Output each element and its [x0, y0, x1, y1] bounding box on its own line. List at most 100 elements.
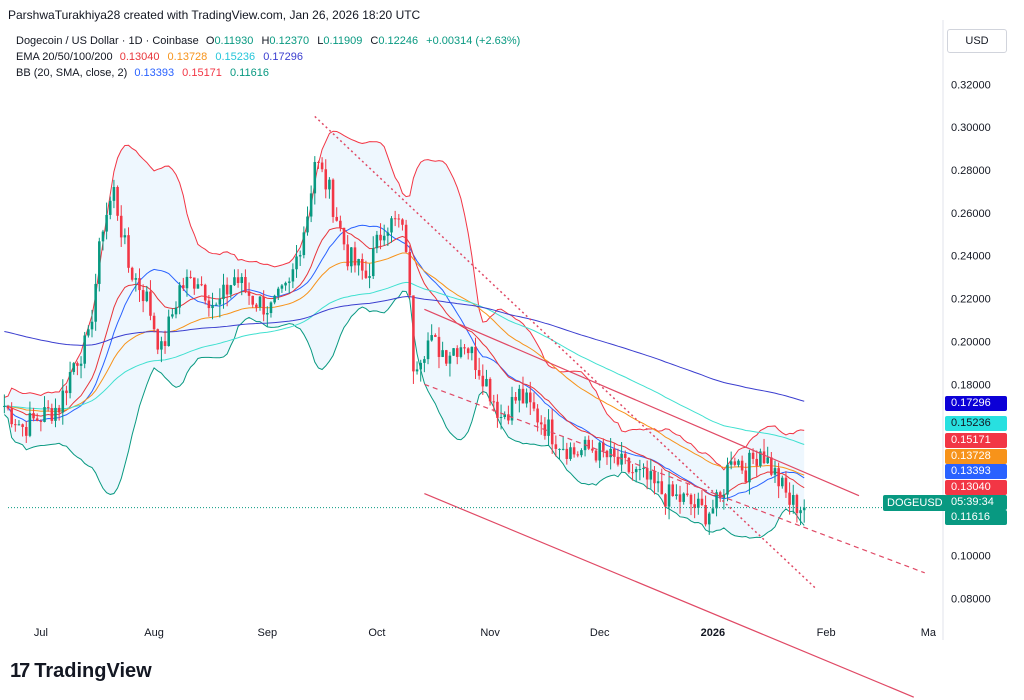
candle-body — [558, 448, 561, 450]
candle-body — [68, 372, 72, 394]
candle-body — [499, 416, 503, 418]
candle-body — [35, 418, 39, 421]
candle-body — [653, 471, 656, 484]
candle-body — [364, 270, 368, 278]
candle-body — [616, 456, 620, 465]
candle-body — [605, 450, 609, 458]
candle-body — [32, 413, 35, 419]
candle-body — [119, 215, 123, 238]
candle-body — [313, 162, 317, 194]
candle-body — [689, 494, 693, 505]
candle-body — [459, 347, 463, 357]
bb-lower-line — [3, 290, 805, 539]
candle-body — [762, 451, 766, 464]
currency-selector[interactable]: USD — [947, 29, 1007, 53]
candle-body — [28, 413, 32, 436]
candle-body — [244, 277, 247, 292]
candle-body — [795, 495, 799, 514]
candle-body — [697, 498, 700, 508]
candle-body — [346, 244, 349, 267]
candle-body — [149, 291, 152, 316]
candle-body — [17, 424, 21, 426]
candle-body — [759, 451, 762, 466]
candle-body — [324, 169, 328, 190]
legend-bb-row[interactable]: BB (20, SMA, close, 2) 0.13393 0.15171 0… — [16, 65, 525, 81]
candle-body — [386, 232, 390, 236]
candle-body — [503, 414, 506, 417]
legend-ema-row[interactable]: EMA 20/50/100/200 0.13040 0.13728 0.1523… — [16, 49, 525, 65]
candle-body — [481, 375, 485, 387]
candle-body — [214, 304, 218, 306]
price-tag: 0.13393 — [945, 464, 1007, 479]
candle-body — [430, 335, 433, 341]
candle-body — [339, 220, 342, 228]
symbol-title[interactable]: Dogecoin / US Dollar · 1D · Coinbase — [16, 35, 199, 47]
candle-body — [536, 408, 539, 423]
trendline-dashed-mid — [424, 383, 925, 574]
bb-basis-value: 0.13393 — [134, 67, 175, 79]
candle-body — [638, 469, 642, 471]
candle-body — [496, 401, 499, 418]
x-tick-label: Dec — [590, 627, 610, 639]
brand-name: TradingView — [34, 660, 152, 682]
candle-body — [320, 162, 324, 170]
candle-body — [598, 442, 601, 461]
tradingview-logo[interactable]: 17 TradingView — [10, 660, 152, 683]
candle-body — [255, 304, 258, 308]
candle-body — [587, 439, 591, 449]
candle-body — [295, 256, 298, 270]
y-tick-label: 0.22000 — [951, 294, 991, 306]
x-tick-label: Jul — [34, 627, 48, 639]
candle-body — [105, 214, 108, 232]
candle-body — [258, 296, 262, 308]
candle-body — [247, 291, 251, 296]
candle-body — [331, 179, 335, 217]
candle-body — [470, 346, 474, 354]
candle-body — [667, 484, 671, 507]
candle-body — [419, 362, 422, 370]
ohlc-open: 0.11930 — [214, 35, 254, 47]
candle-body — [134, 278, 138, 280]
candle-body — [196, 284, 200, 289]
candle-body — [715, 492, 718, 509]
candle-body — [463, 347, 466, 349]
candle-body — [112, 187, 116, 201]
price-tag: 0.15171 — [945, 433, 1007, 448]
candle-body — [718, 492, 722, 499]
bb-label: BB (20, SMA, close, 2) — [16, 67, 128, 79]
bb-upper-line — [4, 130, 805, 471]
tradingview-mark-icon: 17 — [10, 660, 30, 682]
candle-body — [609, 448, 612, 458]
candle-body — [693, 504, 696, 508]
trendline-channel-lower — [424, 493, 915, 698]
candle-body — [50, 408, 54, 421]
candle-body — [613, 448, 616, 457]
x-tick-label: Nov — [480, 627, 500, 639]
candle-body — [167, 316, 170, 347]
y-tick-label: 0.08000 — [951, 594, 991, 606]
ema20-line — [4, 227, 805, 497]
bb-fill — [4, 131, 805, 539]
candle-body — [87, 329, 90, 336]
candle-body — [441, 350, 444, 357]
ema20-value: 0.13040 — [119, 51, 160, 63]
candle-body — [291, 269, 295, 282]
ema100-line — [4, 281, 805, 445]
candle-body — [572, 447, 576, 455]
candle-body — [375, 234, 379, 249]
candle-body — [514, 396, 517, 401]
candle-body — [269, 302, 273, 314]
ohlc-low-label: L — [317, 35, 324, 47]
candle-body — [729, 461, 733, 465]
y-tick-label: 0.28000 — [951, 165, 991, 177]
bb-basis-line — [4, 224, 805, 500]
candle-body — [737, 460, 740, 465]
candle-body — [434, 335, 437, 337]
candle-body — [123, 235, 127, 238]
ohlc-close-label: C — [370, 35, 379, 47]
candle-body — [152, 315, 156, 330]
candle-body — [287, 281, 291, 283]
candle-body — [185, 276, 189, 289]
candle-body — [401, 219, 404, 225]
